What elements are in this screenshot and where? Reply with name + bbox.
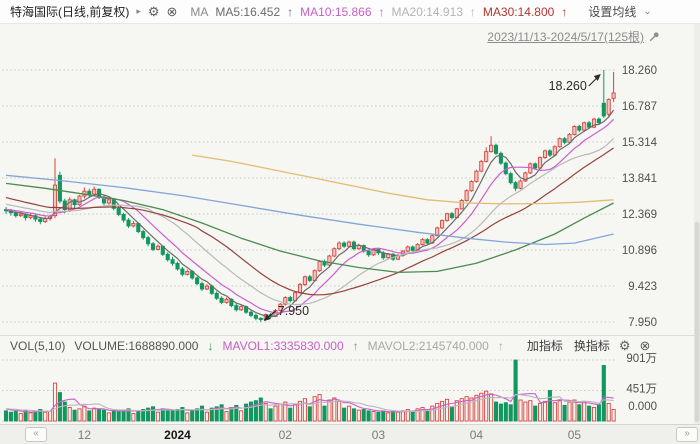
- volume-bars-layer: [3, 359, 616, 422]
- scroll-right-button[interactable]: »: [676, 427, 698, 442]
- date-range-label[interactable]: 2023/11/13-2024/5/17(125根): [487, 30, 644, 44]
- ma-line-ma5: [5, 109, 615, 318]
- svg-text:10.896: 10.896: [622, 245, 657, 257]
- close-icon[interactable]: ⊗: [166, 4, 178, 19]
- ma-line-ma250: [192, 154, 614, 205]
- x-axis-tick: 12: [77, 428, 92, 442]
- gear-icon[interactable]: ⚙: [147, 4, 160, 19]
- svg-text:16.787: 16.787: [622, 101, 657, 113]
- x-axis-tick: 02: [278, 428, 292, 442]
- svg-text:0.000: 0.000: [628, 401, 657, 413]
- ma-line-ma120: [5, 174, 614, 246]
- switch-indicator-button[interactable]: 换指标: [573, 339, 610, 353]
- ma5-value: MA5:16.452: [215, 4, 281, 19]
- svg-text:12.369: 12.369: [622, 209, 657, 221]
- ma-settings-button[interactable]: 设置均线: [588, 5, 637, 19]
- chart-pane-background: [0, 24, 700, 424]
- ma5-direction-icon: ↑: [287, 4, 294, 19]
- axis-labels-layer: 18.260 16.787 15.314 13.841 12.369 10.896 9.42…: [622, 65, 658, 413]
- x-axis-tick: 03: [371, 428, 386, 442]
- volume-close-icon[interactable]: ⊗: [639, 337, 651, 353]
- symbol-title[interactable]: 特海国际(日线,前复权): [10, 5, 130, 19]
- svg-text:18.260: 18.260: [622, 65, 657, 77]
- volume-gear-icon[interactable]: ⚙: [618, 337, 631, 353]
- ma30-value: MA30:14.800: [482, 4, 555, 19]
- volume-header: VOL(5,10) VOLUME:1688890.000 ↓ MAVOL1:33…: [10, 337, 650, 354]
- svg-text:451万: 451万: [626, 383, 657, 395]
- mavol2-value: MAVOL2:2145740.000: [367, 338, 489, 353]
- volume-value: VOLUME:1688890.000: [74, 338, 199, 353]
- ma10-value: MA10:15.866: [300, 4, 372, 19]
- svg-text:7.950: 7.950: [278, 304, 309, 318]
- pin-icon[interactable]: [648, 31, 660, 43]
- svg-text:901万: 901万: [626, 353, 657, 365]
- scrollbar-thumb[interactable]: [694, 222, 700, 422]
- pane-divider: [0, 335, 700, 336]
- x-axis-tick: 04: [469, 428, 484, 442]
- ma30-direction-icon: ↑: [561, 4, 568, 19]
- mavol1-direction-icon: ↑: [352, 338, 359, 353]
- ma20-direction-icon: ↑: [469, 4, 476, 19]
- scroll-left-button[interactable]: «: [25, 427, 47, 442]
- svg-text:9.423: 9.423: [628, 281, 657, 293]
- mavol-line-mavol2: [5, 393, 614, 413]
- grid-layer: [2, 69, 616, 422]
- x-axis-tick: 05: [567, 428, 582, 442]
- ma-line-ma20: [5, 137, 615, 306]
- ma20-value: MA20:14.913: [391, 4, 463, 19]
- ma-line-ma10: [5, 118, 615, 314]
- svg-text:18.260: 18.260: [549, 79, 587, 93]
- svg-text:13.841: 13.841: [622, 173, 657, 185]
- mavol2-direction-icon: ↑: [497, 338, 504, 353]
- ma-line-ma30: [5, 147, 614, 296]
- chevron-down-icon: ⌄: [643, 6, 652, 17]
- indicator-name: MA: [190, 4, 209, 19]
- svg-text:15.314: 15.314: [622, 137, 658, 149]
- ma10-direction-icon: ↑: [378, 4, 385, 19]
- svg-text:7.950: 7.950: [628, 317, 657, 329]
- chart-header: 特海国际(日线,前复权) ▸ ⚙ ⊗ MA MA5:16.452 ↑ MA10:…: [0, 0, 700, 24]
- annotations-layer: 18.260 7.950: [263, 74, 601, 321]
- expand-caret-icon[interactable]: ▸: [136, 6, 141, 16]
- add-indicator-button[interactable]: 加指标: [526, 339, 563, 353]
- volume-direction-icon: ↓: [207, 338, 214, 353]
- ma-lines-layer: [5, 109, 615, 413]
- vol-indicator-label[interactable]: VOL(5,10): [10, 338, 66, 353]
- mavol1-value: MAVOL1:3335830.000: [222, 338, 344, 353]
- x-axis-tick: 2024: [164, 428, 191, 442]
- date-range-row: 2023/11/13-2024/5/17(125根): [487, 28, 660, 45]
- ma-line-ma60: [5, 182, 614, 274]
- x-axis-strip: 12 2024 02 03 04 05: [0, 424, 700, 444]
